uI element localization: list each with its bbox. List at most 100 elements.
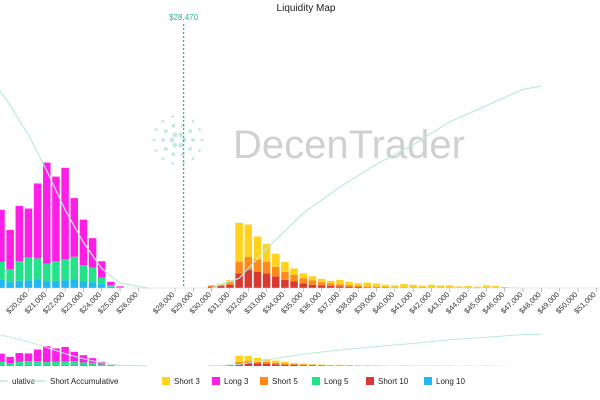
bar-short3 xyxy=(418,285,427,288)
logo-dot xyxy=(191,119,195,123)
bar-long5 xyxy=(15,261,24,281)
mini-bar-long10 xyxy=(70,364,79,366)
bar-short3 xyxy=(345,281,353,286)
logo-dot xyxy=(161,119,165,123)
bar-short5 xyxy=(207,285,216,287)
bar-short3 xyxy=(427,284,436,288)
logo-dot xyxy=(171,152,176,157)
main-bars xyxy=(0,162,518,288)
decentrader-logo-icon xyxy=(152,115,204,165)
bar-long10 xyxy=(0,279,5,288)
mini-bar-short5 xyxy=(253,361,262,364)
bar-short5 xyxy=(363,286,372,288)
mini-bar-long3 xyxy=(107,365,115,366)
bar-short5 xyxy=(317,282,326,286)
bar-long3 xyxy=(24,208,33,258)
bar-short10 xyxy=(226,284,234,288)
bar-short10 xyxy=(363,287,372,288)
bar-short10 xyxy=(207,286,216,288)
legend-item[interactable]: Short Accumulative xyxy=(30,377,119,386)
legend-label: ulative xyxy=(12,377,36,386)
bar-short3 xyxy=(409,284,417,288)
mini-bar-short5 xyxy=(272,362,280,365)
bar-long5 xyxy=(70,256,79,280)
mini-bar-short3 xyxy=(253,357,262,362)
bar-short3 xyxy=(464,286,472,288)
bar-long3 xyxy=(107,281,115,286)
logo-dot xyxy=(171,123,176,128)
legend-color-swatch xyxy=(162,377,170,385)
bar-short3 xyxy=(391,285,399,288)
mini-bar-short10 xyxy=(281,364,289,366)
mini-bar-short10 xyxy=(226,365,234,366)
logo-dot xyxy=(178,132,184,138)
bar-short3 xyxy=(482,285,491,288)
mini-bar-short3 xyxy=(244,355,253,362)
bar-long3 xyxy=(43,162,51,264)
bar-short3 xyxy=(244,224,253,258)
bar-long5 xyxy=(33,258,42,280)
legend-color-swatch xyxy=(424,377,432,385)
mini-bar-long3 xyxy=(61,347,69,362)
logo-dot xyxy=(188,146,193,151)
x-axis-ticks: $18,000$20,000$21,000$22,000$23,000$24,0… xyxy=(4,288,598,316)
legend-label: Short 10 xyxy=(378,377,409,386)
mini-bar-long10 xyxy=(24,364,33,366)
bar-long3 xyxy=(52,176,60,262)
bar-short5 xyxy=(262,261,271,274)
bar-short3 xyxy=(336,279,344,285)
mini-bar-long3 xyxy=(33,349,42,362)
bar-long5 xyxy=(24,257,33,281)
mini-bar-short3 xyxy=(345,365,353,366)
legend-item[interactable]: Short 3 xyxy=(162,377,200,386)
mini-bar-short5 xyxy=(299,364,307,366)
logo-dot xyxy=(169,137,175,143)
legend-item[interactable]: Long 5 xyxy=(312,377,349,386)
bar-long10 xyxy=(107,286,115,288)
long-accumulative-line xyxy=(0,89,148,289)
mini-bar-short3 xyxy=(281,361,289,364)
legend-item[interactable]: ulative xyxy=(0,377,36,386)
bar-short10 xyxy=(262,273,271,288)
logo-dot xyxy=(161,138,165,142)
bar-long10 xyxy=(79,281,88,288)
mini-bar-long10 xyxy=(6,365,14,366)
bar-short3 xyxy=(299,273,307,279)
bar-long5 xyxy=(79,265,88,282)
mini-bar-short5 xyxy=(308,364,317,366)
bar-short10 xyxy=(290,281,298,288)
mini-bar-short3 xyxy=(299,363,307,365)
mini-bar-long5 xyxy=(0,361,5,365)
legend-label: Long 5 xyxy=(324,377,349,386)
bar-short3 xyxy=(317,278,326,283)
logo-dot xyxy=(172,142,178,148)
legend-item[interactable]: Short 5 xyxy=(260,377,298,386)
bar-long3 xyxy=(6,230,14,270)
bar-short3 xyxy=(491,286,500,288)
bar-long5 xyxy=(107,285,115,287)
mini-bar-long5 xyxy=(79,362,88,365)
bar-long10 xyxy=(6,282,14,288)
bar-short3 xyxy=(363,282,372,287)
bar-short5 xyxy=(299,278,307,284)
legend-item[interactable]: Long 10 xyxy=(424,377,465,386)
mini-bar-long5 xyxy=(88,362,97,366)
legend-item[interactable]: Long 3 xyxy=(212,377,249,386)
mini-bar-long3 xyxy=(52,348,60,362)
bar-long5 xyxy=(97,277,106,285)
bar-long3 xyxy=(70,198,79,257)
mini-bar-long5 xyxy=(61,361,69,365)
legend-color-swatch xyxy=(212,377,220,385)
mini-bar-short5 xyxy=(244,361,253,364)
bar-short5 xyxy=(235,261,243,274)
bar-short5 xyxy=(217,284,225,287)
bar-short10 xyxy=(281,279,289,288)
bar-short3 xyxy=(207,285,216,286)
mini-bar-long3 xyxy=(15,353,24,362)
logo-dot xyxy=(200,138,204,142)
legend-item[interactable]: Short 10 xyxy=(366,377,409,386)
bar-long5 xyxy=(61,259,69,281)
mini-bar-long10 xyxy=(15,364,24,366)
bar-short10 xyxy=(217,286,225,288)
bar-short10 xyxy=(317,285,326,288)
